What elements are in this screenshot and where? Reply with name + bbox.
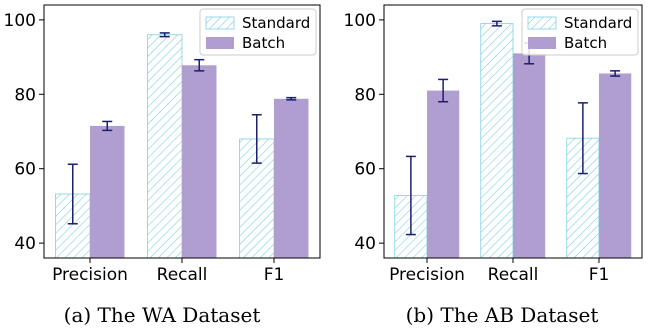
error-bar-standard-recall [159, 32, 170, 38]
plot-frame [383, 4, 643, 259]
legend-swatch-batch [528, 37, 556, 49]
x-tick-label: Recall [488, 265, 539, 285]
bar-batch-precision [90, 125, 125, 258]
bar-batch-precision [427, 90, 460, 258]
chart-panel-2: Precision Recall F1 40 60 80 100 Standard Batch (… [344, 4, 643, 327]
y-tick-label: 100 [344, 11, 376, 31]
bar-batch-f1 [274, 98, 309, 259]
legend-swatch-standard [205, 16, 235, 30]
bar-batch-f1 [599, 73, 632, 258]
legend-swatch-standard [527, 16, 557, 30]
y-tick-label: 40 [354, 234, 376, 254]
chart-panel-1: Precision Recall F1 40 60 80 100 Standard Batch (… [4, 4, 321, 327]
error-bar-standard-precision [67, 163, 78, 225]
error-bar-batch-precision [102, 120, 113, 132]
error-bar-standard-f1 [577, 102, 588, 175]
y-tick-label: 80 [354, 85, 376, 105]
legend-label-standard: Standard [242, 14, 310, 32]
y-tick-label: 80 [14, 85, 36, 105]
bar-standard-recall [147, 34, 183, 259]
error-bar-batch-precision [438, 78, 449, 103]
y-tick-label: 60 [14, 160, 36, 180]
panel-caption: (b) The AB Dataset [406, 303, 599, 327]
legend-label-standard: Standard [564, 14, 632, 32]
legend-swatch-batch [206, 37, 234, 49]
x-tick-label: F1 [264, 265, 285, 285]
error-bar-standard-precision [405, 155, 416, 236]
error-bar-batch-f1 [286, 96, 297, 101]
bar-standard-recall [480, 23, 514, 259]
x-tick-label: Precision [52, 265, 128, 285]
panel-caption: (a) The WA Dataset [64, 303, 261, 327]
bar-batch-recall [182, 65, 217, 258]
legend-label-batch: Batch [242, 34, 285, 52]
error-bar-batch-f1 [610, 70, 621, 77]
plot-frame [43, 4, 321, 259]
x-tick-label: Precision [389, 265, 465, 285]
y-tick-label: 100 [4, 11, 36, 31]
legend: Standard Batch [199, 8, 317, 56]
legend: Standard Batch [521, 8, 639, 56]
x-tick-label: Recall [157, 265, 208, 285]
y-tick-label: 60 [354, 160, 376, 180]
error-bar-standard-f1 [251, 114, 262, 164]
legend-label-batch: Batch [564, 34, 607, 52]
bar-batch-recall [513, 53, 546, 258]
error-bar-standard-recall [491, 20, 502, 27]
error-bar-batch-recall [194, 58, 205, 72]
x-tick-label: F1 [589, 265, 610, 285]
y-tick-label: 40 [14, 234, 36, 254]
